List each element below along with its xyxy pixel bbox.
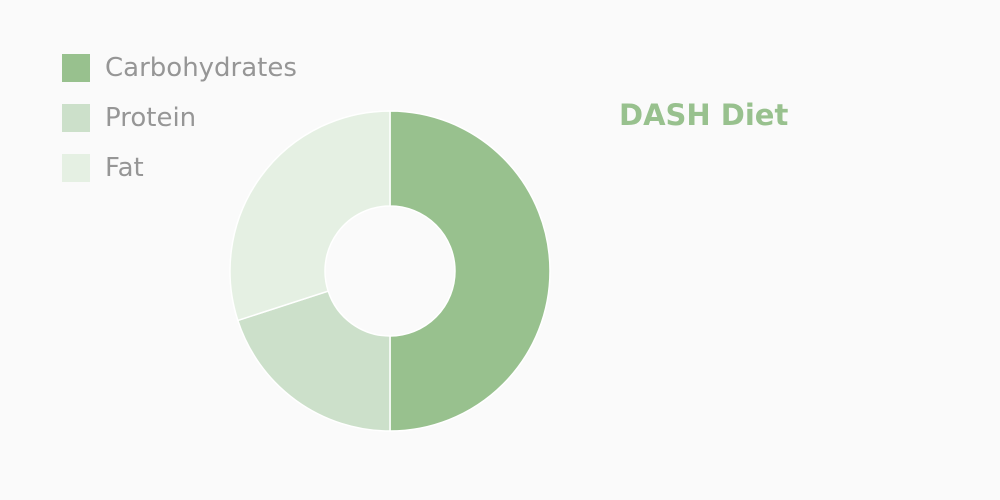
legend-swatch-protein [62,104,90,132]
legend-item-fat[interactable]: Fat [62,153,297,183]
legend: Carbohydrates Protein Fat [62,53,297,203]
legend-label-carbohydrates: Carbohydrates [105,53,297,83]
legend-swatch-carbohydrates [62,54,90,82]
donut-slices [229,110,551,432]
slice-carbohydrates[interactable] [389,110,551,432]
legend-item-carbohydrates[interactable]: Carbohydrates [62,53,297,83]
legend-label-fat: Fat [105,153,144,183]
legend-item-protein[interactable]: Protein [62,103,297,133]
slice-protein[interactable] [236,290,391,432]
legend-swatch-fat [62,154,90,182]
slice-fat[interactable] [229,110,391,322]
chart-title: DASH Diet [619,98,789,132]
legend-label-protein: Protein [105,103,197,133]
